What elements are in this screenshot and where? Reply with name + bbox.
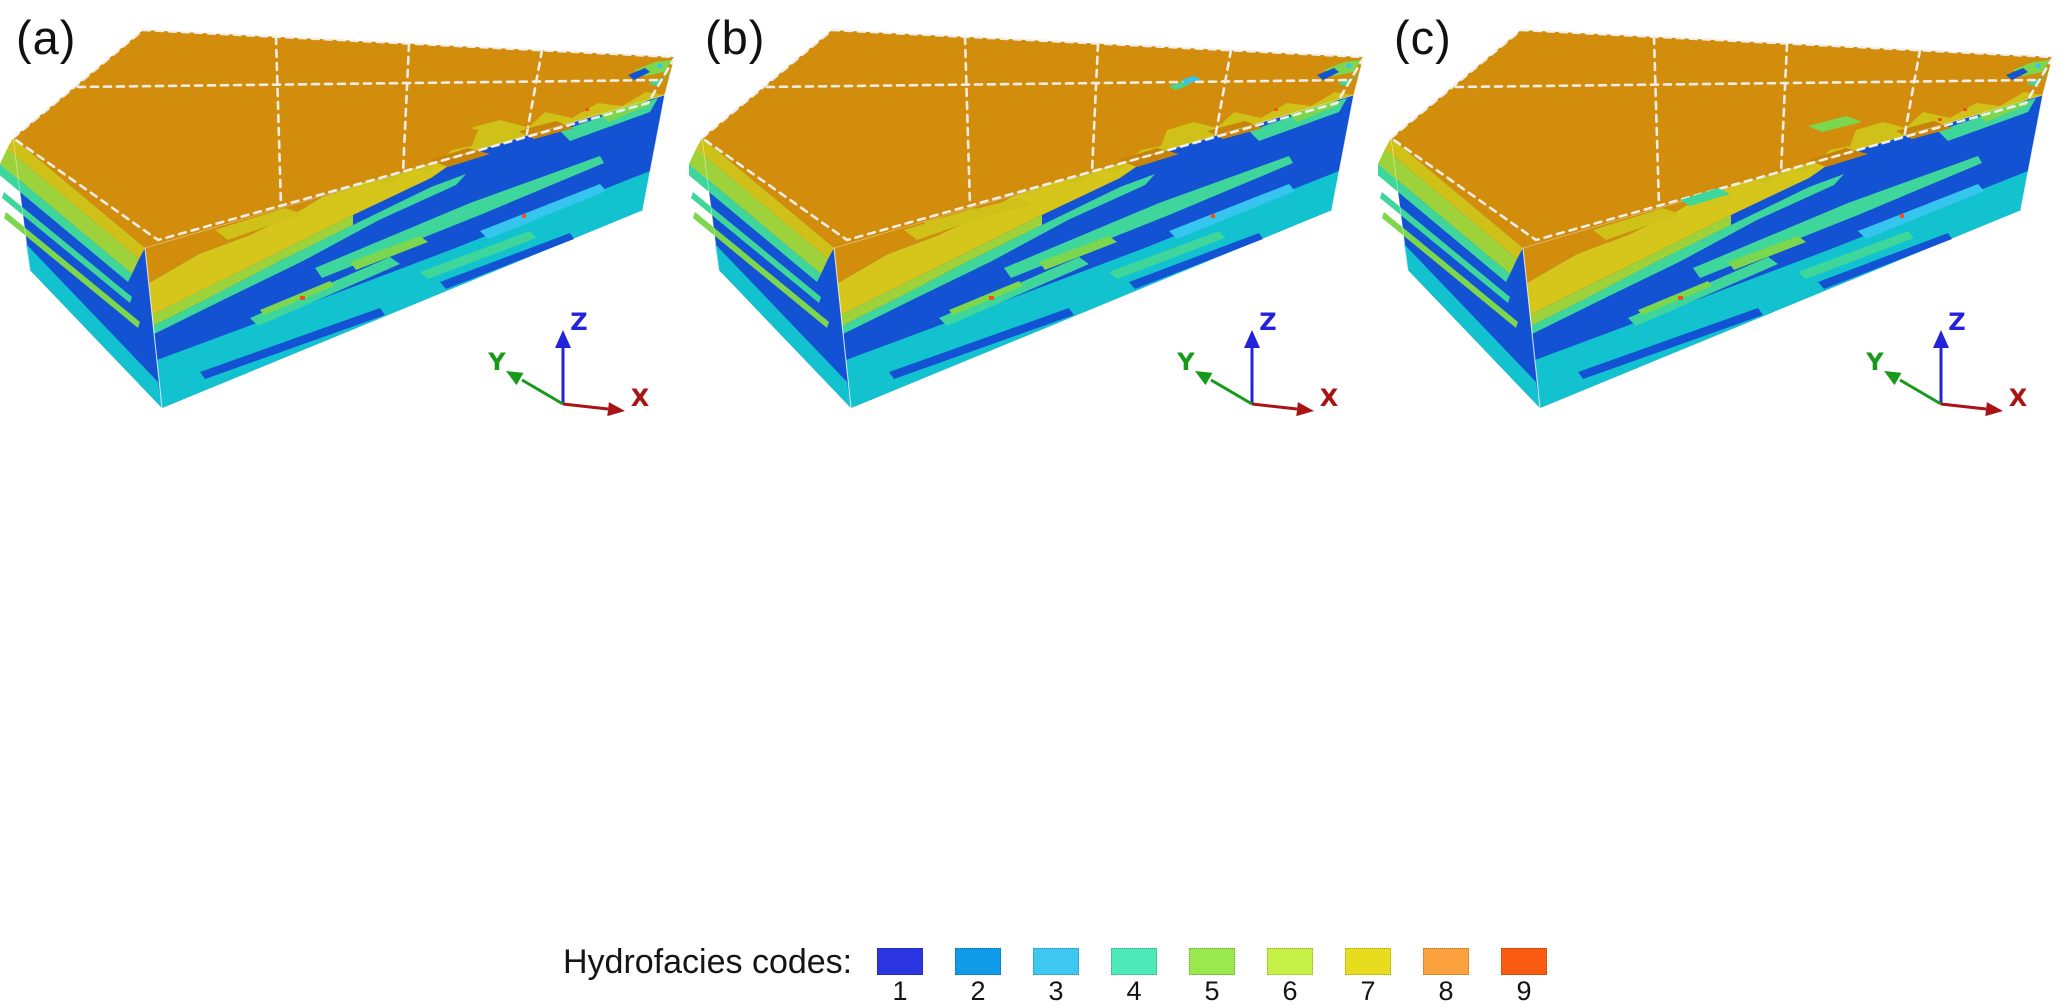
- panel-label-b: (b): [705, 11, 766, 64]
- legend-swatch-4: [1111, 948, 1157, 975]
- legend-code-label-8: 8: [1438, 976, 1454, 1006]
- panel-label-c: (c): [1394, 11, 1452, 64]
- legend-code-label-2: 2: [970, 976, 986, 1006]
- legend-item-6: 6: [1267, 948, 1313, 1007]
- axis-triad: Z Y X: [1865, 308, 2028, 418]
- hydrofacies-model-a: Z Y X: [0, 28, 677, 418]
- legend-item-2: 2: [955, 948, 1001, 1007]
- realization-a-variation: [470, 120, 530, 136]
- legend-item-4: 4: [1111, 948, 1157, 1007]
- axis-x-label: X: [631, 384, 650, 412]
- legend-code-label-9: 9: [1516, 976, 1532, 1006]
- legend-items: 1 2 3 4 5 6 7 8 9: [877, 948, 1547, 1007]
- hydrofacies-legend: Hydrofacies codes: 1 2 3 4 5 6 7 8 9: [0, 466, 2067, 1006]
- legend-swatch-6: [1267, 948, 1313, 975]
- legend-code-label-3: 3: [1048, 976, 1064, 1006]
- axis-y-label: Y: [1865, 348, 1884, 376]
- axis-y-label: Y: [1176, 348, 1195, 376]
- legend-swatch-7: [1345, 948, 1391, 975]
- legend-title: Hydrofacies codes:: [563, 943, 853, 981]
- legend-item-5: 5: [1189, 948, 1235, 1007]
- panel-b: Z Y X (b): [689, 0, 1378, 460]
- legend-code-label-4: 4: [1126, 976, 1142, 1006]
- axis-y-label: Y: [487, 348, 506, 376]
- legend-item-1: 1: [877, 948, 923, 1007]
- legend-swatch-3: [1033, 948, 1079, 975]
- panel-a: Z Y X (a): [0, 0, 689, 460]
- legend-swatch-1: [877, 948, 923, 975]
- axis-z-label: Z: [1948, 308, 1965, 336]
- legend-code-label-1: 1: [892, 976, 908, 1006]
- axis-triad: Z Y X: [487, 308, 650, 418]
- legend-swatch-9: [1501, 948, 1547, 975]
- realization-c-variation: [1680, 116, 1942, 206]
- legend-code-label-7: 7: [1360, 976, 1376, 1006]
- axis-z-label: Z: [570, 308, 587, 336]
- legend-item-8: 8: [1423, 948, 1469, 1007]
- legend-item-3: 3: [1033, 948, 1079, 1007]
- legend-item-7: 7: [1345, 948, 1391, 1007]
- panel-label-a: (a): [16, 11, 77, 64]
- legend-code-label-6: 6: [1282, 976, 1298, 1006]
- hydrofacies-model-b: Z Y X: [689, 28, 1366, 418]
- axis-triad: Z Y X: [1176, 308, 1339, 418]
- legend-swatch-5: [1189, 948, 1235, 975]
- legend-item-9: 9: [1501, 948, 1547, 1007]
- legend-swatch-2: [955, 948, 1001, 975]
- hydrofacies-model-c: Z Y X: [1378, 28, 2055, 418]
- legend-code-label-5: 5: [1204, 976, 1220, 1006]
- panel-c: Z Y X (c): [1378, 0, 2067, 460]
- axis-z-label: Z: [1259, 308, 1276, 336]
- legend-swatch-8: [1423, 948, 1469, 975]
- realization-b-variation: [924, 76, 1201, 232]
- axis-x-label: X: [2009, 384, 2028, 412]
- axis-x-label: X: [1320, 384, 1339, 412]
